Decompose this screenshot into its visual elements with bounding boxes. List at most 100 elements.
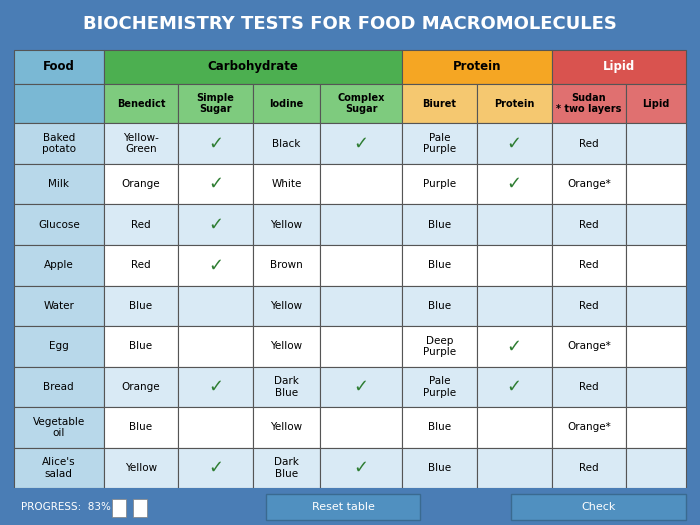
Bar [104, 245, 178, 286]
Bar [253, 448, 320, 488]
Text: ✓: ✓ [507, 175, 522, 193]
Text: Yellow: Yellow [125, 463, 157, 473]
Bar [402, 84, 477, 123]
Text: Protein: Protein [494, 99, 535, 109]
Bar [14, 123, 104, 164]
Text: PROGRESS:  83%: PROGRESS: 83% [21, 501, 111, 512]
Bar [14, 164, 104, 204]
Text: Purple: Purple [423, 179, 456, 189]
Bar [178, 123, 253, 164]
Text: ✓: ✓ [354, 134, 369, 153]
Text: Dark
Blue: Dark Blue [274, 457, 299, 479]
Bar [477, 123, 552, 164]
Bar [104, 164, 178, 204]
Bar [253, 326, 320, 366]
Text: Yellow-
Green: Yellow- Green [123, 133, 159, 154]
Bar [402, 245, 477, 286]
Bar [104, 448, 178, 488]
Text: Orange*: Orange* [567, 423, 611, 433]
Text: Red: Red [579, 382, 598, 392]
Bar [552, 123, 626, 164]
Bar [14, 407, 104, 448]
Text: Blue: Blue [130, 423, 153, 433]
Bar [266, 494, 420, 520]
Text: Lipid: Lipid [603, 60, 635, 74]
Bar [178, 326, 253, 366]
Bar [253, 407, 320, 448]
Bar [14, 50, 104, 84]
Bar [477, 326, 552, 366]
Bar [477, 448, 552, 488]
Text: Yellow: Yellow [270, 423, 302, 433]
Bar [253, 84, 320, 123]
Text: Water: Water [43, 301, 74, 311]
Text: ✓: ✓ [354, 459, 369, 477]
Bar [402, 204, 477, 245]
Bar [253, 366, 320, 407]
Text: Blue: Blue [428, 301, 452, 311]
Text: Blue: Blue [428, 260, 452, 270]
Text: Complex
Sugar: Complex Sugar [337, 93, 385, 114]
Bar [104, 204, 178, 245]
Bar [178, 407, 253, 448]
Text: Biuret: Biuret [423, 99, 456, 109]
Bar [178, 366, 253, 407]
Bar [320, 448, 402, 488]
Text: Red: Red [131, 220, 150, 230]
Text: Red: Red [579, 260, 598, 270]
Bar [552, 164, 626, 204]
Text: Egg: Egg [49, 341, 69, 351]
Text: Orange*: Orange* [567, 341, 611, 351]
Bar [14, 448, 104, 488]
Bar [402, 326, 477, 366]
Bar [320, 123, 402, 164]
Text: ✓: ✓ [354, 378, 369, 396]
Text: Simple
Sugar: Simple Sugar [197, 93, 234, 114]
Bar [133, 499, 147, 517]
Bar [320, 286, 402, 326]
Bar [402, 407, 477, 448]
Bar [402, 286, 477, 326]
Bar [14, 204, 104, 245]
Bar [626, 84, 686, 123]
Text: Dark
Blue: Dark Blue [274, 376, 299, 398]
Bar [477, 245, 552, 286]
Bar [552, 326, 626, 366]
Text: Benedict: Benedict [117, 99, 165, 109]
Text: Pale
Purple: Pale Purple [423, 376, 456, 398]
Bar [477, 407, 552, 448]
Bar [626, 204, 686, 245]
Text: Red: Red [579, 139, 598, 149]
Bar [104, 123, 178, 164]
Bar [626, 123, 686, 164]
Text: ✓: ✓ [208, 216, 223, 234]
Text: Lipid: Lipid [643, 99, 670, 109]
Bar [477, 204, 552, 245]
Text: Pale
Purple: Pale Purple [423, 133, 456, 154]
Bar [253, 164, 320, 204]
Text: Yellow: Yellow [270, 220, 302, 230]
Bar [552, 366, 626, 407]
Text: Red: Red [579, 220, 598, 230]
Text: Orange: Orange [122, 179, 160, 189]
Bar [112, 499, 126, 517]
Text: Apple: Apple [44, 260, 74, 270]
Text: Red: Red [131, 260, 150, 270]
Bar [178, 448, 253, 488]
Bar [178, 286, 253, 326]
Bar [477, 164, 552, 204]
Text: Sudan
* two layers: Sudan * two layers [556, 93, 622, 114]
Bar [402, 123, 477, 164]
Bar [104, 407, 178, 448]
Text: Black: Black [272, 139, 301, 149]
Bar [14, 326, 104, 366]
Bar [626, 407, 686, 448]
Text: ✓: ✓ [208, 134, 223, 153]
Bar [511, 494, 686, 520]
Bar [178, 164, 253, 204]
Bar [477, 286, 552, 326]
Text: Reset table: Reset table [312, 501, 374, 512]
Text: Bread: Bread [43, 382, 74, 392]
Bar [552, 204, 626, 245]
Bar [552, 84, 626, 123]
